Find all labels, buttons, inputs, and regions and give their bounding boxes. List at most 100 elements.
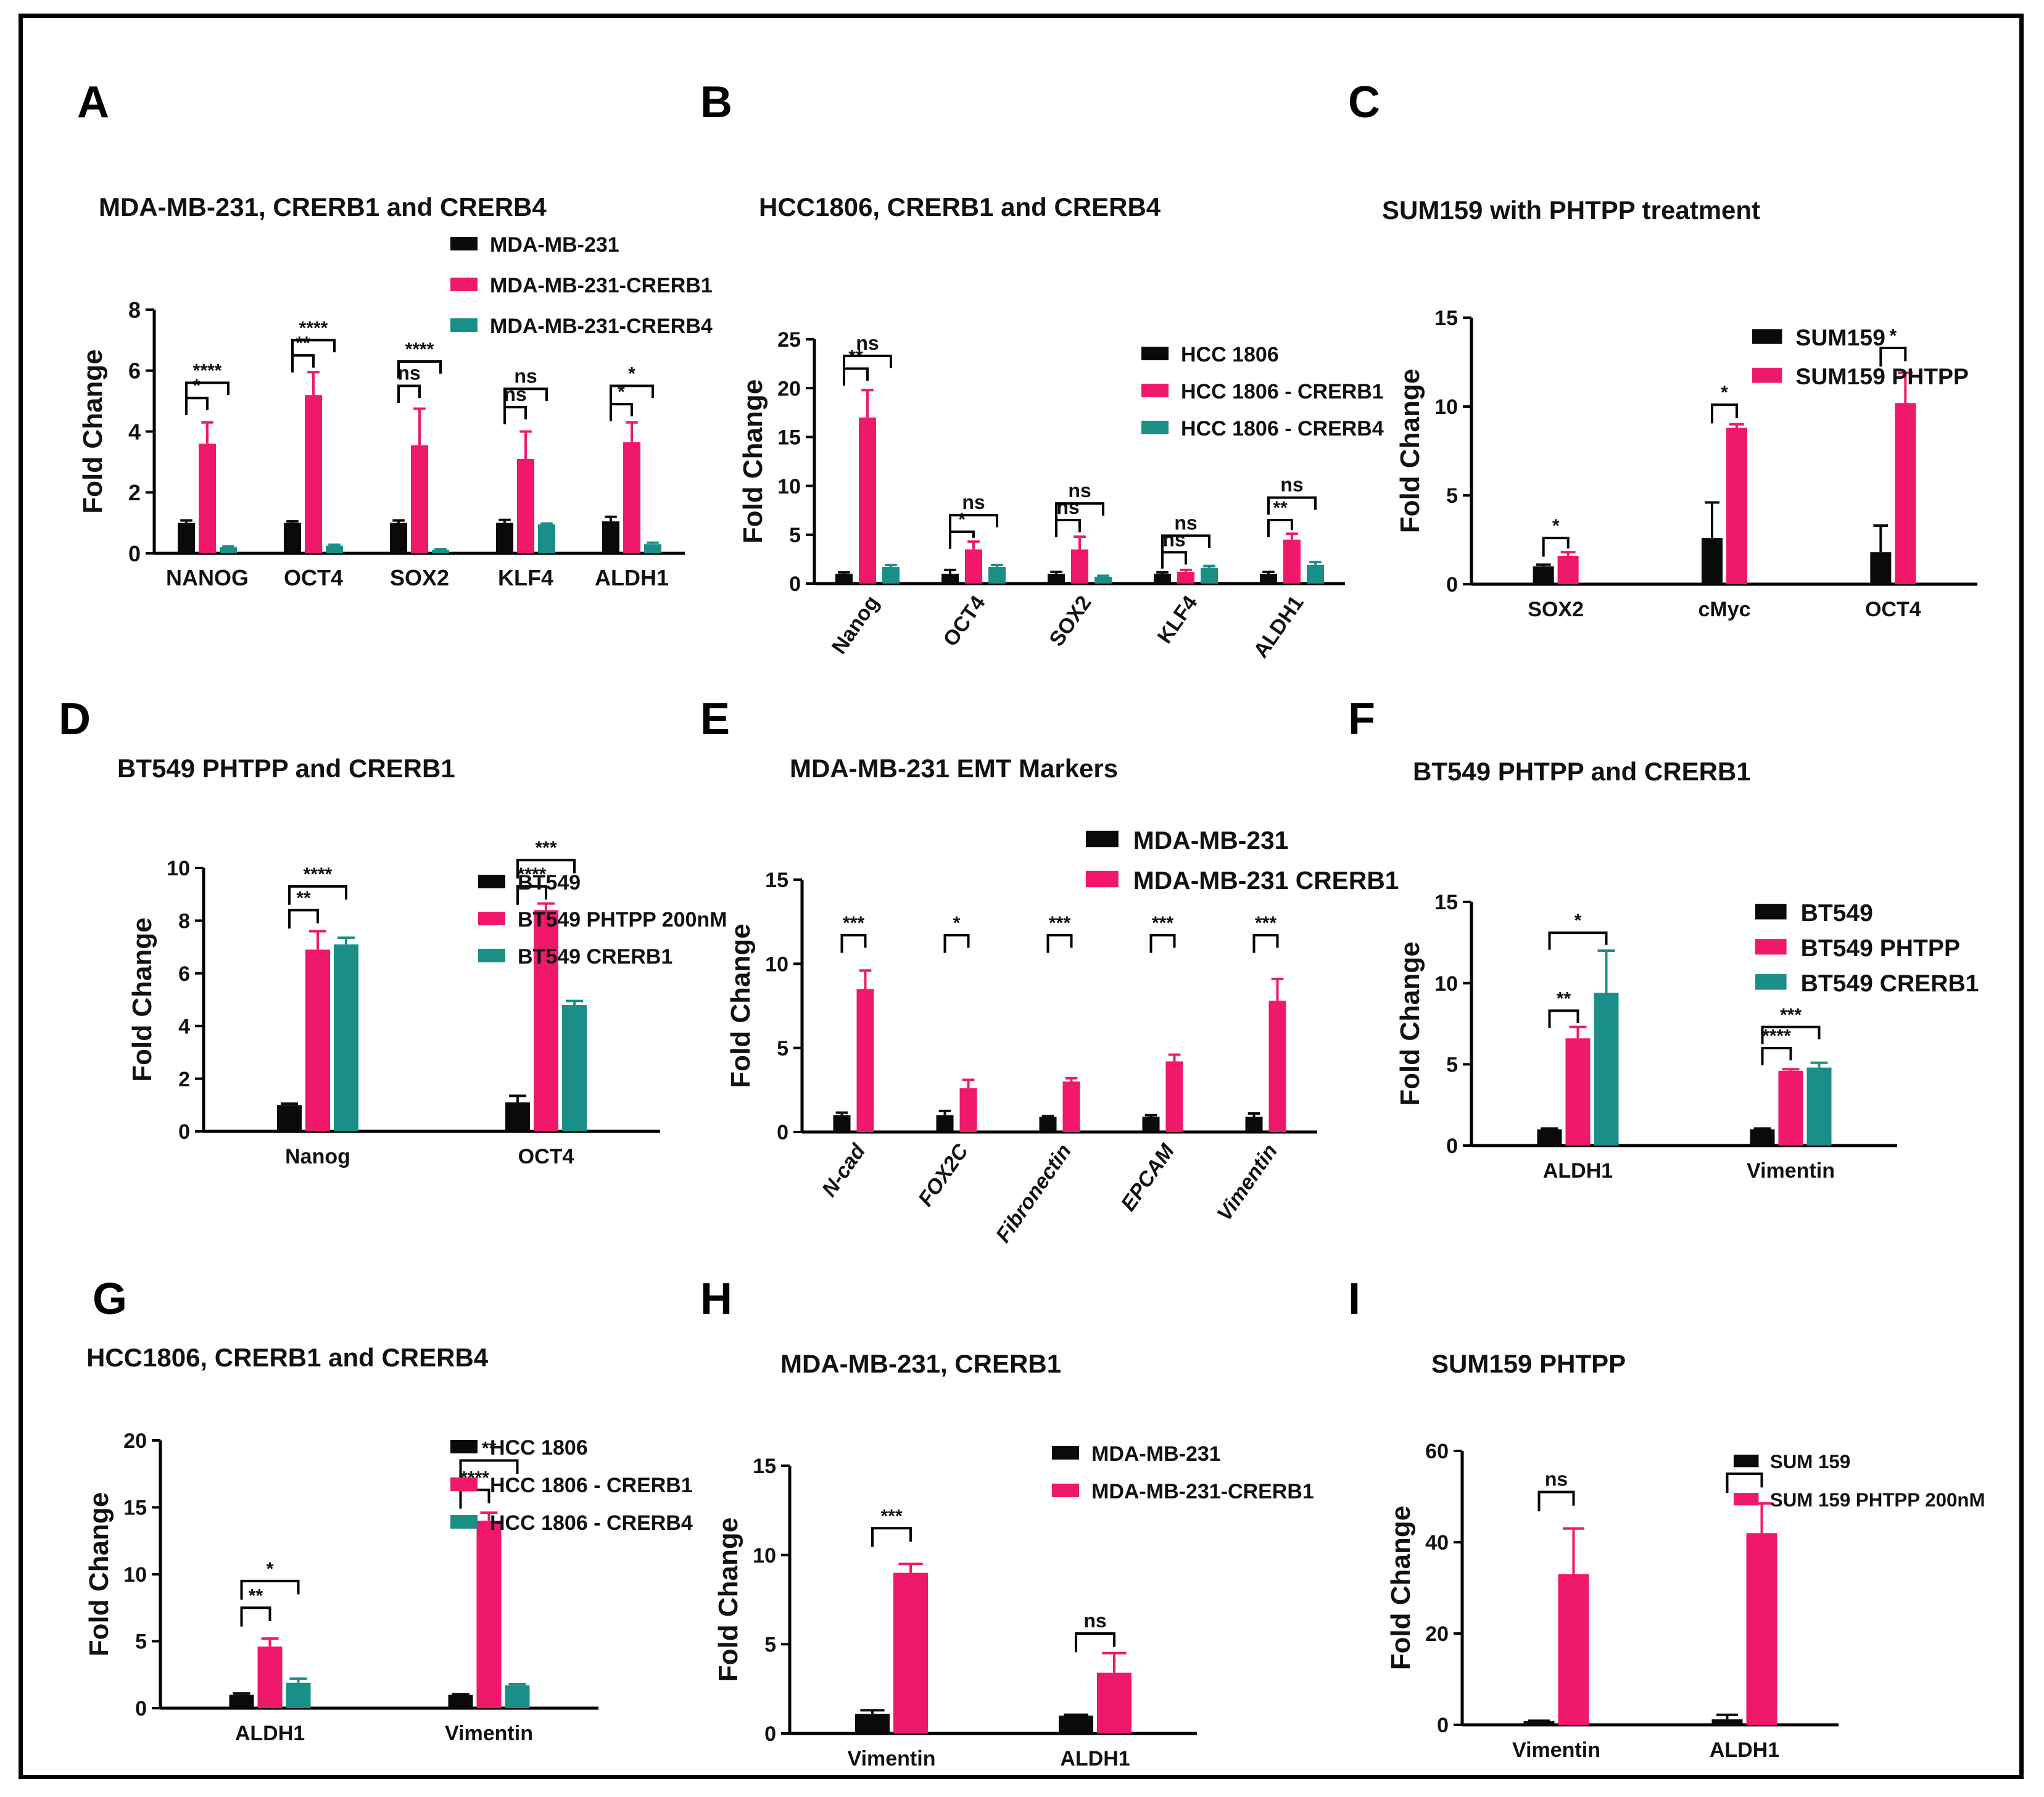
bar [305, 949, 330, 1131]
bar [1260, 574, 1277, 584]
x-tick-label: SOX2 [1528, 598, 1584, 621]
chart-title: SUM159 with PHTPP treatment [1382, 196, 1760, 225]
significance-label: ** [249, 1585, 263, 1606]
bar [1702, 538, 1723, 584]
y-tick-label: 10 [167, 857, 190, 880]
panel-letter: C [1348, 78, 1380, 127]
legend-swatch [450, 318, 478, 332]
significance-bracket [949, 514, 998, 532]
y-tick-label: 40 [1425, 1531, 1449, 1555]
y-axis-label: Fold Change [127, 917, 157, 1081]
bar [1565, 1038, 1591, 1146]
significance-bracket [610, 384, 654, 403]
x-tick-label: NANOG [166, 565, 249, 590]
significance-label: * [1889, 326, 1897, 346]
x-tick-label: cMyc [1698, 598, 1750, 621]
significance-label: ns [962, 491, 985, 513]
x-tick-label: KLF4 [1153, 592, 1202, 648]
legend-swatch [1755, 939, 1787, 955]
panel-c: C SUM159 with PHTPP treatment 0 5 10 15 Fold C… [1339, 68, 2005, 660]
bar [1594, 993, 1619, 1146]
significance-label: ns [856, 332, 879, 354]
y-axis-label: Fold Change [84, 1492, 114, 1656]
legend-label: HCC 1806 - CRERB4 [490, 1511, 693, 1535]
y-tick-label: 0 [764, 1722, 776, 1746]
significance-label: *** [1049, 913, 1070, 933]
panel-letter: B [700, 78, 732, 127]
legend-swatch [478, 949, 505, 962]
significance-bracket [1075, 1632, 1115, 1653]
bar [1245, 1117, 1263, 1132]
x-tick-label: ALDH1 [1060, 1747, 1130, 1770]
bar [326, 545, 343, 553]
x-tick-label: Vimentin [1212, 1140, 1282, 1225]
significance-label: ** [482, 1439, 497, 1459]
y-tick-label: 15 [765, 869, 788, 892]
bar [959, 1088, 977, 1132]
significance-label: ** [296, 333, 310, 353]
legend-label: SUM159 [1795, 324, 1885, 350]
bar [476, 1521, 502, 1708]
significance-bracket [1267, 519, 1293, 537]
significance-label: ns [1056, 496, 1079, 518]
legend-swatch [450, 1515, 478, 1529]
y-tick-label: 5 [764, 1634, 776, 1657]
bar [644, 544, 661, 553]
y-tick-label: 25 [777, 328, 801, 352]
bar [856, 989, 874, 1132]
bar [941, 574, 959, 584]
panel-h: H MDA-MB-231, CRERB1 0 5 10 15 Fold Change Vime… [691, 1265, 1345, 1770]
significance-label: * [193, 376, 201, 396]
significance-bracket [1537, 1490, 1575, 1511]
bar [496, 523, 513, 553]
bar [1201, 568, 1218, 584]
y-axis-label: Fold Change [738, 379, 768, 543]
significance-bracket [1542, 537, 1570, 557]
panel-letter: I [1348, 1274, 1360, 1324]
y-tick-label: 10 [765, 953, 788, 977]
bar [1537, 1129, 1562, 1146]
significance-label: ns [1162, 528, 1185, 550]
significance-bracket [516, 859, 576, 879]
significance-bracket [1761, 1025, 1821, 1044]
significance-label: **** [193, 361, 222, 381]
significance-label: **** [405, 339, 434, 360]
x-tick-label: FOX2C [914, 1139, 973, 1210]
significance-bracket [840, 933, 867, 953]
x-tick-label: Vimentin [1747, 1159, 1835, 1183]
bar [432, 550, 449, 553]
bar [448, 1695, 473, 1708]
bar [1558, 1574, 1589, 1725]
y-axis-label: Fold Change [1395, 941, 1425, 1105]
bar [965, 549, 982, 584]
bar [936, 1115, 954, 1132]
bar [1750, 1129, 1775, 1146]
bar [882, 567, 900, 584]
bar [859, 417, 876, 584]
y-tick-label: 0 [1437, 1714, 1449, 1737]
significance-bracket [1548, 1009, 1579, 1028]
x-tick-label: ALDH1 [1710, 1738, 1779, 1762]
x-tick-label: OCT4 [938, 592, 990, 651]
legend-label: BT549 CRERB1 [518, 945, 672, 969]
legend-swatch [1141, 384, 1169, 397]
y-tick-label: 15 [753, 1455, 776, 1478]
y-tick-label: 0 [789, 572, 801, 596]
y-tick-label: 5 [135, 1630, 147, 1654]
significance-bracket [240, 1606, 271, 1627]
significance-label: * [1721, 382, 1728, 403]
y-tick-label: 20 [123, 1429, 147, 1453]
significance-label: *** [880, 1506, 902, 1526]
chart-g-svg: G HCC1806, CRERB1 and CRERB4 0 5 10 15 20 Fold … [84, 1274, 693, 1745]
significance-bracket [240, 1579, 300, 1600]
significance-bracket [397, 384, 421, 403]
significance-bracket [843, 367, 869, 386]
bar [1071, 549, 1088, 584]
y-tick-label: 6 [128, 358, 141, 384]
significance-label: *** [1152, 913, 1173, 933]
significance-label: ns [1083, 1609, 1106, 1632]
x-tick-label: Fibronectin [991, 1140, 1076, 1247]
y-tick-label: 20 [1425, 1622, 1449, 1646]
bar [855, 1714, 890, 1733]
significance-bracket [1149, 933, 1176, 953]
